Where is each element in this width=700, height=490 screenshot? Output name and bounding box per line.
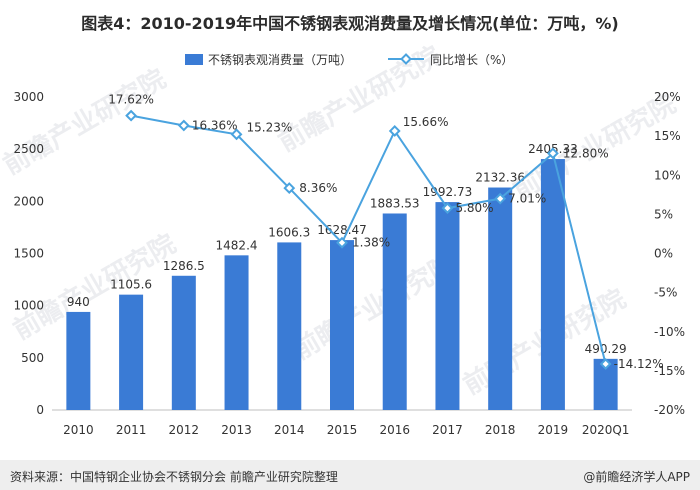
x-tick-label: 2011	[116, 423, 147, 437]
bar	[171, 275, 196, 410]
y-left-tick-label: 2500	[13, 142, 44, 156]
y-left-tick-label: 2000	[13, 194, 44, 208]
bar	[224, 255, 249, 410]
bar	[119, 294, 144, 410]
bar-value-label: 1482.4	[216, 238, 258, 252]
growth-value-label: -14.12%	[614, 357, 664, 371]
x-tick-label: 2010	[63, 423, 94, 437]
growth-point	[125, 109, 138, 122]
growth-point	[599, 358, 612, 370]
x-tick-label: 2017	[432, 423, 463, 437]
y-left-tick-label: 3000	[13, 90, 44, 104]
growth-value-label: 7.01%	[508, 192, 546, 206]
chart-canvas: 前瞻产业研究院前瞻产业研究院前瞻产业研究院前瞻产业研究院前瞻产业研究院前瞻产业研…	[0, 40, 685, 437]
bar	[540, 159, 565, 410]
y-right-tick-label: 15%	[654, 129, 681, 143]
y-right-tick-label: 5%	[654, 207, 673, 221]
growth-point	[388, 125, 401, 137]
growth-line	[130, 114, 607, 365]
growth-point	[230, 128, 243, 141]
x-tick-label: 2019	[538, 423, 569, 437]
y-left-tick-label: 1500	[13, 247, 44, 261]
bar-value-label: 1105.6	[110, 278, 152, 292]
bar	[435, 202, 460, 410]
bar-value-label: 2132.36	[475, 171, 525, 185]
x-tick-label: 2015	[327, 423, 358, 437]
bar-value-label: 1992.73	[423, 185, 473, 199]
x-tick-label: 2013	[221, 423, 252, 437]
bar-value-label: 1883.53	[370, 196, 420, 210]
growth-value-label: 12.80%	[563, 146, 609, 160]
watermark-text: 前瞻产业研究院	[0, 63, 171, 181]
credit-note: @前瞻经济学人APP	[583, 470, 690, 484]
y-left-tick-label: 1000	[13, 299, 44, 313]
legend-bar-label: 不锈钢表观消费量（万吨）	[208, 53, 352, 67]
chart-title: 图表4：2010-2019年中国不锈钢表观消费量及增长情况(单位：万吨，%)	[81, 14, 619, 33]
growth-value-label: 5.80%	[455, 201, 493, 215]
growth-point	[336, 236, 348, 249]
y-right-tick-label: -5%	[654, 286, 677, 300]
y-right-tick-label: 10%	[654, 168, 681, 182]
bar-value-label: 940	[67, 295, 90, 309]
bar	[488, 187, 513, 410]
growth-point	[494, 192, 507, 205]
bar-value-label: 490.29	[585, 342, 627, 356]
bar-value-label: 1286.5	[163, 259, 205, 273]
growth-point	[177, 119, 190, 132]
x-tick-label: 2014	[274, 423, 305, 437]
growth-value-label: 8.36%	[299, 181, 337, 195]
legend-line-label: 同比增长（%）	[430, 53, 513, 67]
watermark-text: 前瞻产业研究院	[288, 248, 461, 366]
y-left-tick-label: 500	[21, 351, 44, 365]
y-right-tick-label: -10%	[654, 325, 685, 339]
growth-point	[283, 182, 296, 194]
legend-bar-swatch	[185, 54, 203, 65]
x-tick-label: 2016	[379, 423, 410, 437]
bar-value-label: 1606.3	[268, 225, 310, 239]
bar	[330, 240, 354, 410]
bar	[277, 242, 302, 410]
bar	[382, 213, 407, 410]
growth-point	[441, 202, 454, 215]
bar-value-label: 1628.47	[317, 223, 367, 237]
source-note: 资料来源：中国特钢企业协会不锈钢分会 前瞻产业研究院整理	[10, 470, 338, 484]
y-right-tick-label: 0%	[654, 247, 673, 261]
growth-value-label: 16.36%	[192, 118, 238, 132]
y-left-tick-label: 0	[36, 403, 44, 417]
legend-line-marker	[400, 53, 412, 65]
bar	[66, 311, 91, 410]
y-right-tick-label: 20%	[654, 90, 681, 104]
growth-value-label: 15.66%	[403, 115, 449, 129]
growth-value-label: 15.23%	[247, 120, 293, 134]
footer-bar: 资料来源：中国特钢企业协会不锈钢分会 前瞻产业研究院整理 @前瞻经济学人APP	[0, 460, 700, 490]
growth-point	[546, 147, 559, 160]
growth-value-label: 1.38%	[352, 236, 390, 250]
y-right-tick-label: -15%	[654, 364, 685, 378]
x-tick-label: 2020Q1	[582, 423, 630, 437]
growth-value-label: 17.62%	[108, 93, 154, 107]
x-tick-label: 2012	[169, 423, 200, 437]
y-right-tick-label: -20%	[654, 403, 685, 417]
x-tick-label: 2018	[485, 423, 516, 437]
